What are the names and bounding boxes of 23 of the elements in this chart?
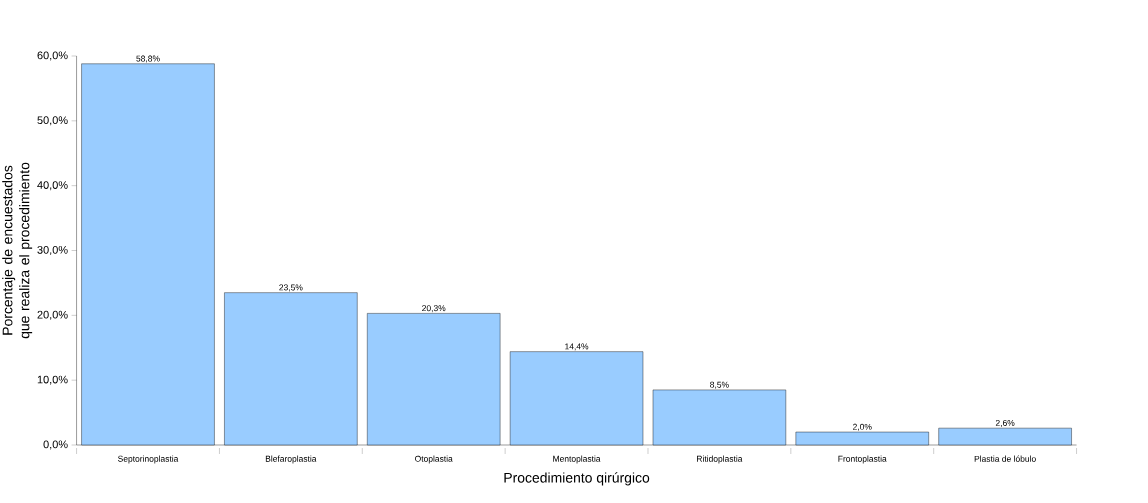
x-tick-label: Plastia de lóbulo [974, 455, 1036, 462]
data-label: 58,8% [136, 55, 160, 63]
y-tick-label: 10,0% [37, 375, 68, 385]
data-label: 2,6% [995, 419, 1015, 427]
x-axis-title: Procedimiento qirúrgico [504, 472, 650, 486]
x-tick-label: Septorinoplastia [118, 455, 179, 464]
y-tick-label: 40,0% [37, 181, 68, 191]
y-tick-label: 30,0% [37, 245, 68, 256]
x-tick-label: Otoplastia [415, 455, 453, 464]
y-tick-label: 20,0% [37, 310, 68, 320]
data-label: 20,3% [422, 305, 446, 313]
y-axis-title: Porcentaje de encuestados que realiza el procedimiento [2, 162, 33, 339]
data-label: 23,5% [279, 284, 303, 292]
data-label: 2,0% [853, 423, 872, 431]
x-tick-label: Ritidoplastia [697, 455, 743, 464]
y-tick-label: 50,0% [37, 116, 68, 126]
data-label: 8,5% [710, 381, 729, 389]
data-label: 14,4% [565, 343, 589, 351]
x-tick-label: Frontoplastia [838, 455, 887, 464]
x-tick-label: Mentoplastia [553, 455, 601, 464]
y-tick-label: 60,0% [37, 51, 68, 61]
x-tick-label: Blefaroplastia [265, 455, 317, 464]
y-tick-label: 0,0% [43, 440, 68, 450]
